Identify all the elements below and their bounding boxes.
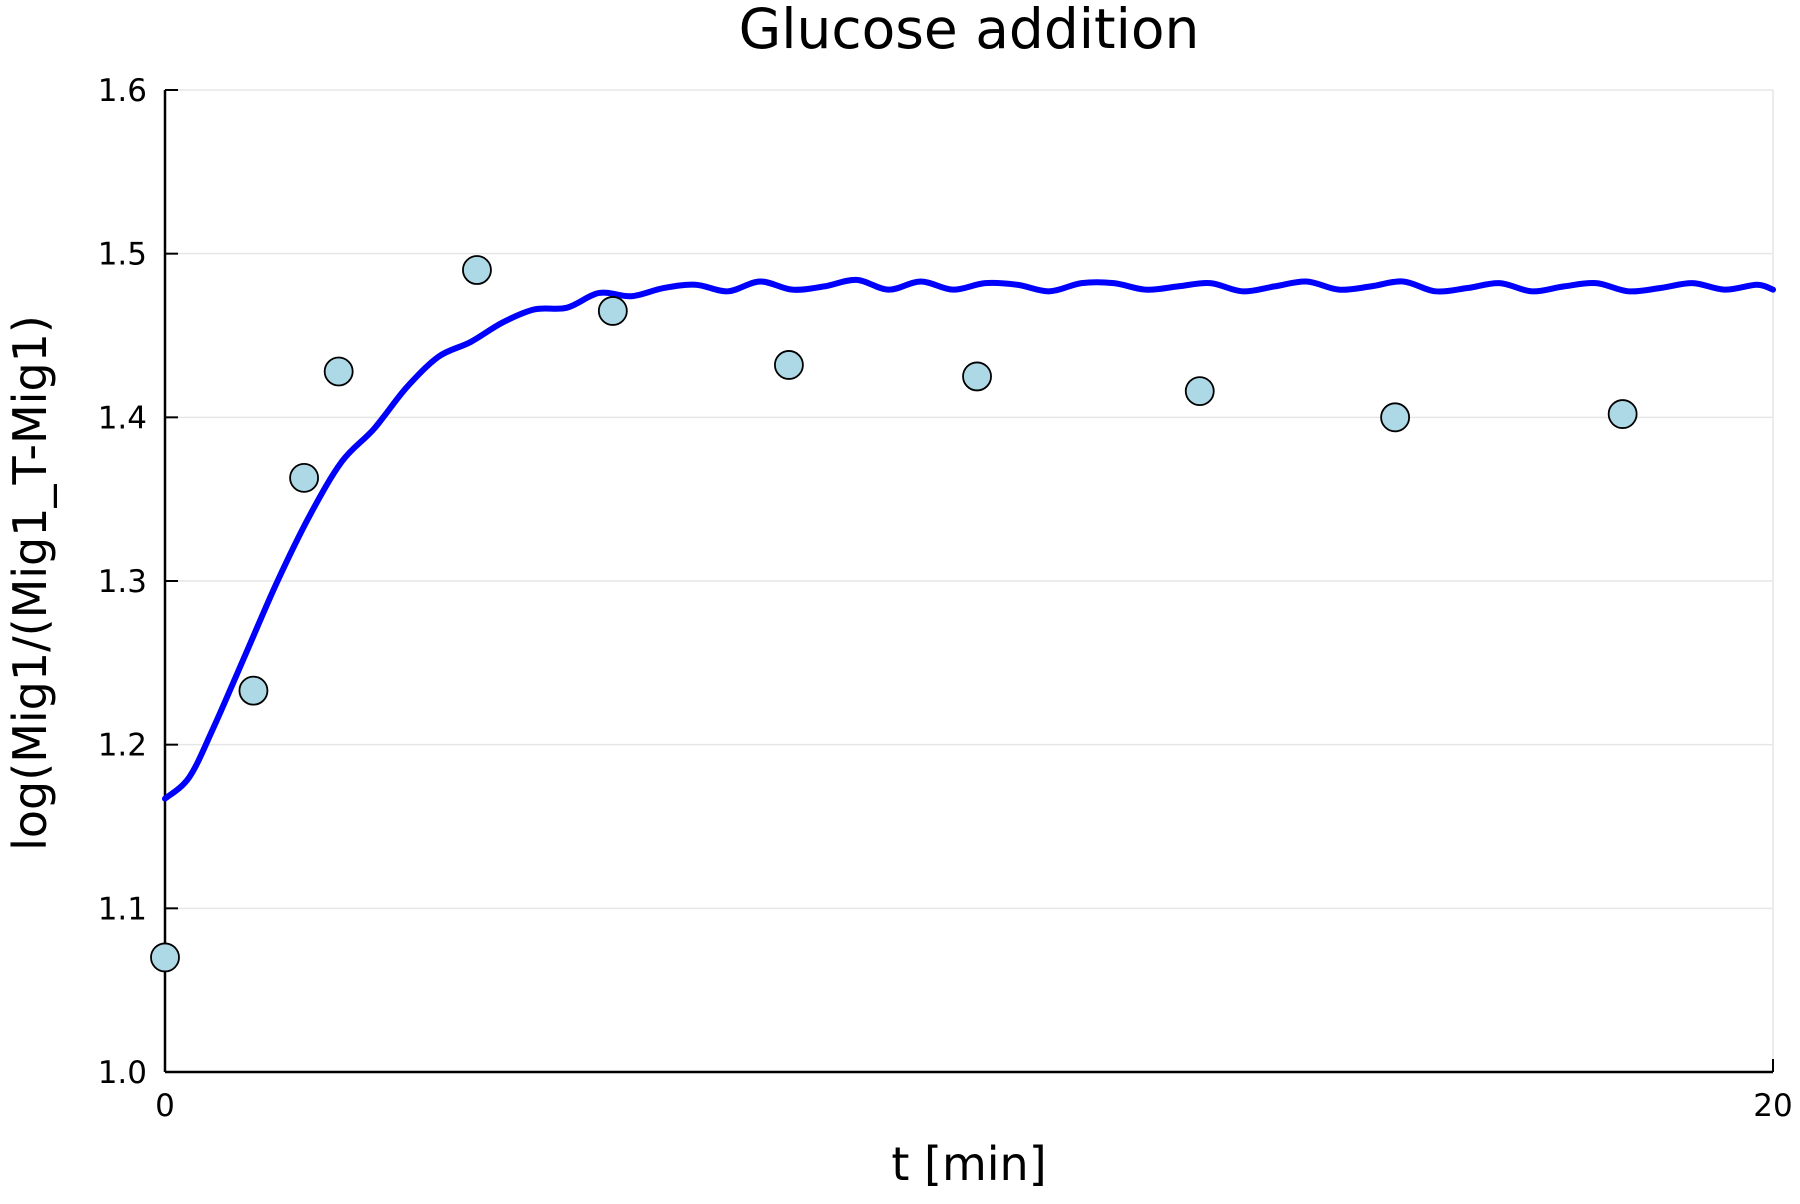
y-axis-title: log(Mig1/(Mig1_T-Mig1) [3, 315, 57, 851]
data-point [962, 361, 992, 392]
data-point [238, 675, 269, 706]
y-tick-label: 1.5 [98, 237, 147, 273]
data-point [774, 350, 804, 380]
x-tick-label: 0 [155, 1088, 175, 1124]
data-point [597, 296, 628, 326]
y-tick-labels: 1.0 1.1 1.2 1.3 1.4 1.5 1.6 [98, 73, 147, 1091]
data-point [150, 942, 180, 973]
y-tick-label: 1.1 [98, 891, 147, 927]
grid [164, 89, 1774, 1073]
y-tick-label: 1.4 [98, 400, 147, 436]
tick-marks [164, 89, 1774, 1073]
x-tick-label: 20 [1753, 1088, 1792, 1124]
y-tick-label: 1.6 [98, 73, 147, 109]
x-axis-title: t [min] [891, 1137, 1046, 1191]
chart-title: Glucose addition [739, 0, 1200, 61]
data-point [462, 255, 492, 285]
y-tick-label: 1.3 [98, 564, 147, 600]
data-point [1380, 402, 1411, 433]
y-tick-label: 1.2 [98, 728, 147, 764]
series [162, 276, 1776, 802]
model-line [162, 276, 1776, 802]
y-tick-label: 1.0 [98, 1055, 147, 1091]
data-point [289, 462, 319, 493]
data-point [1607, 399, 1638, 429]
x-tick-labels: 0 20 [155, 1088, 1793, 1124]
scatter-points [150, 255, 1638, 973]
data-point [323, 356, 354, 387]
data-point [1184, 376, 1215, 407]
